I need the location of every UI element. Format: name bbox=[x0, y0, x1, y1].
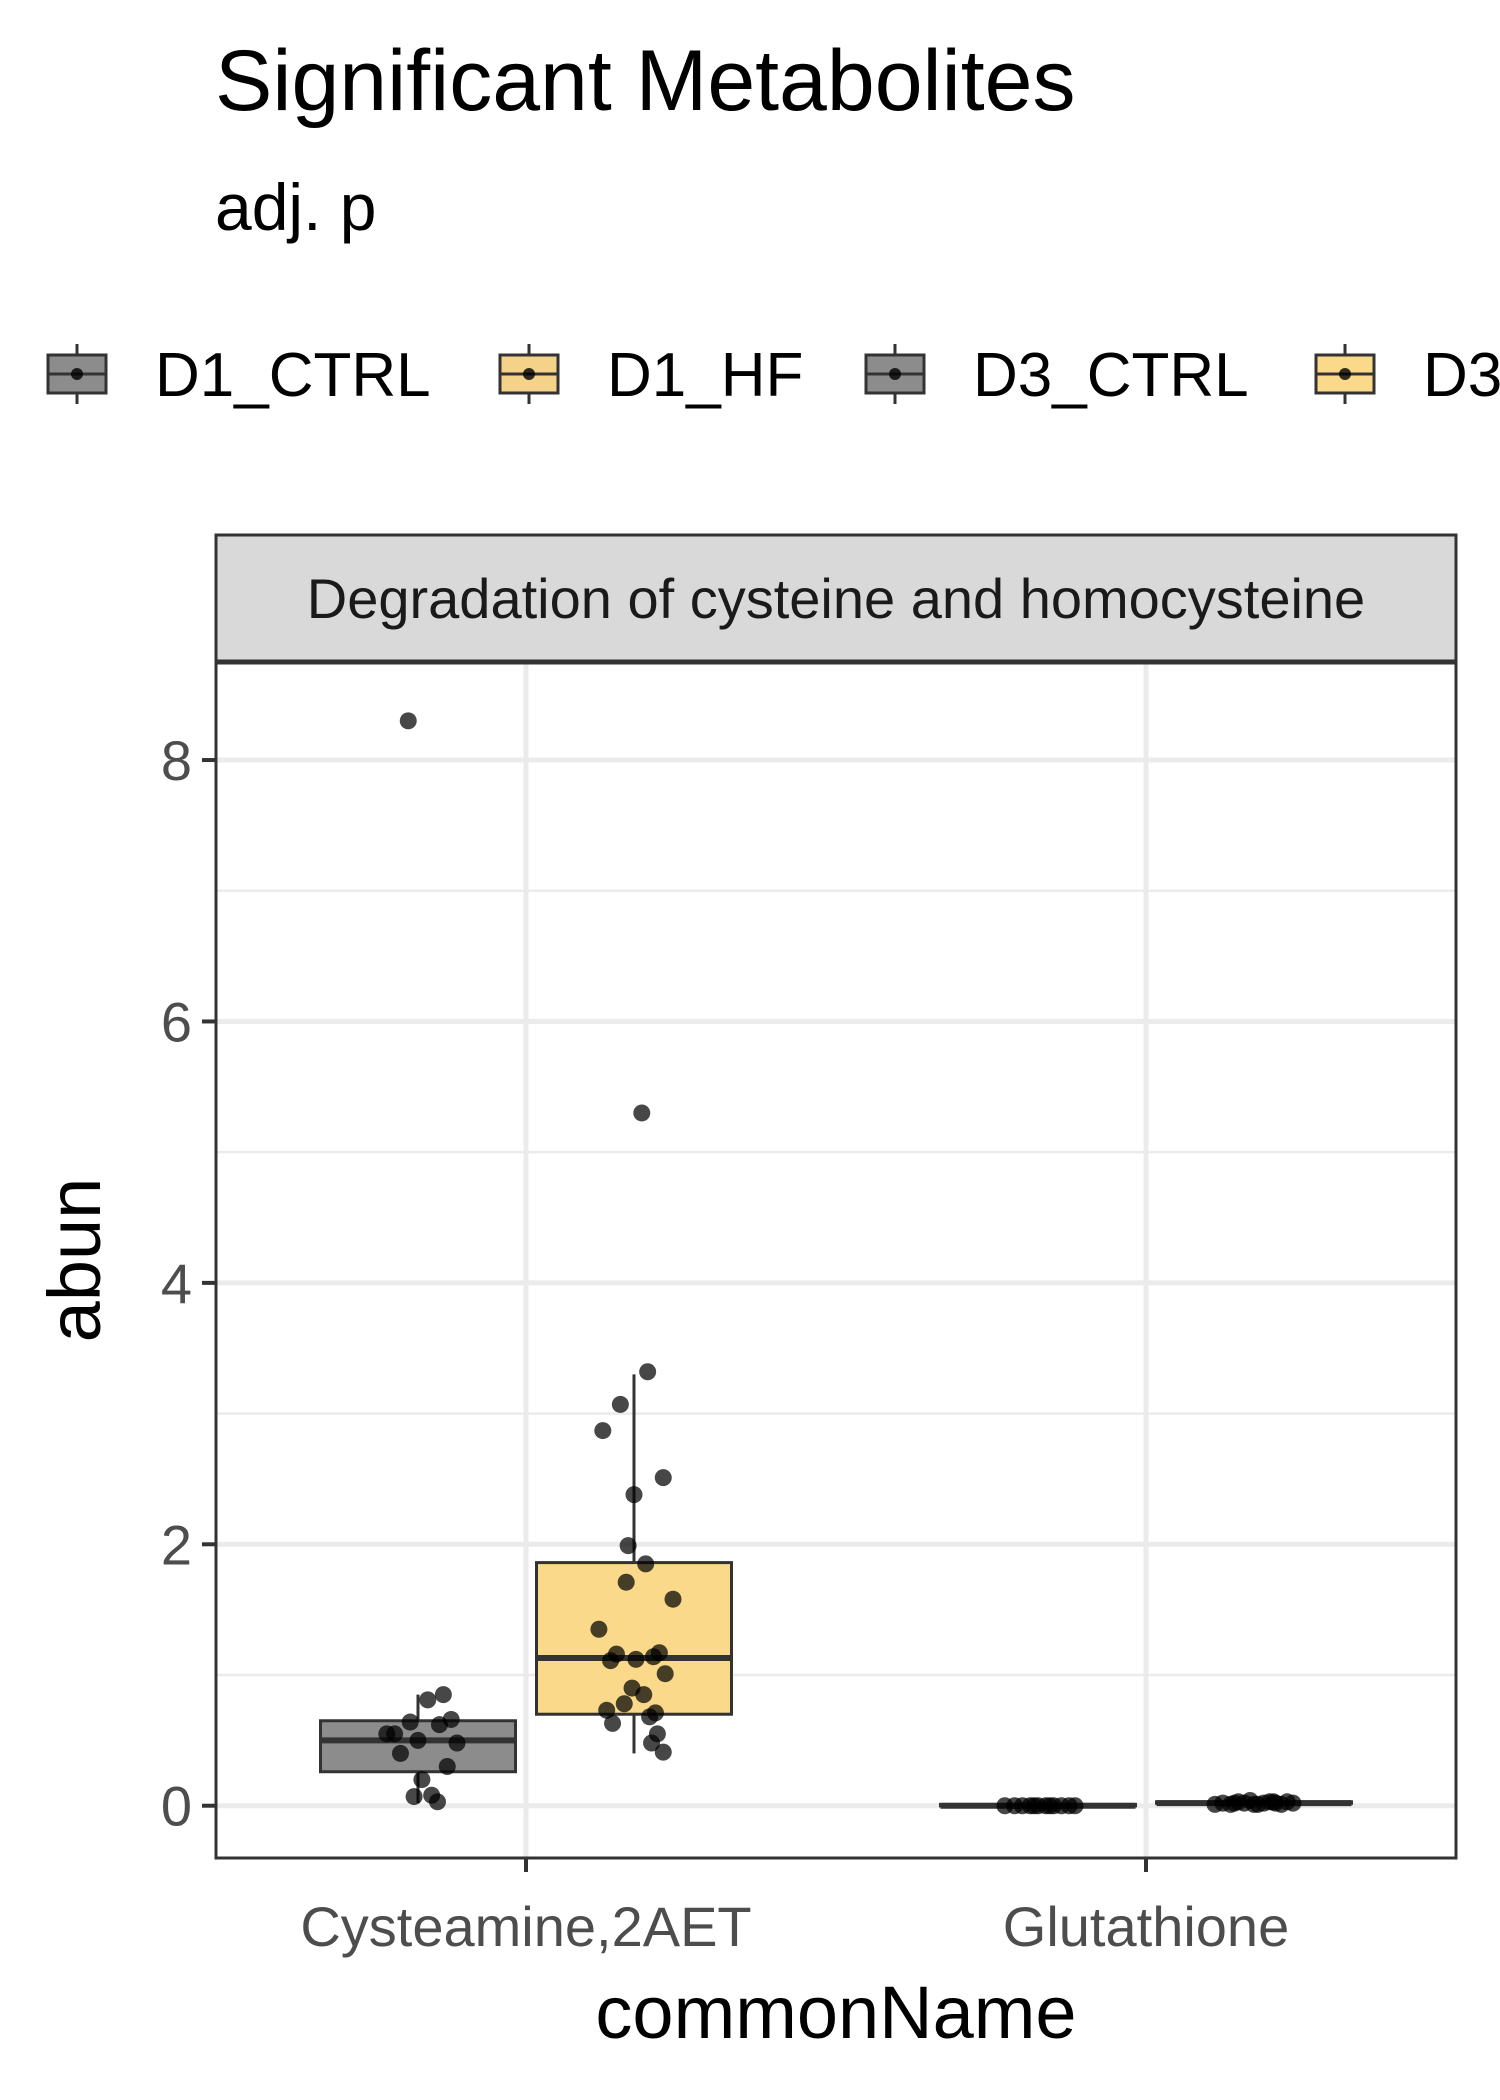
legend-key-point bbox=[1339, 368, 1351, 380]
data-point bbox=[633, 1104, 651, 1122]
legend-label: D1_CTRL bbox=[155, 341, 431, 410]
data-point bbox=[594, 1422, 612, 1440]
box bbox=[319, 1719, 517, 1774]
data-point bbox=[1284, 1794, 1302, 1812]
y-tick-label: 4 bbox=[161, 1252, 192, 1315]
data-point bbox=[430, 1716, 448, 1734]
data-point bbox=[598, 1701, 616, 1719]
legend-item: D3_CTRL bbox=[864, 341, 1249, 410]
x-axis: Cysteamine,2AET Glutathione bbox=[300, 1858, 1289, 1958]
data-point bbox=[413, 1771, 431, 1789]
data-point bbox=[602, 1652, 620, 1670]
legend-item: D1_HF bbox=[498, 341, 803, 410]
legend-key-point bbox=[71, 368, 83, 380]
data-point bbox=[637, 1555, 655, 1573]
legend-label: D3_CTRL bbox=[973, 341, 1249, 410]
data-point bbox=[627, 1650, 645, 1668]
y-axis-title: abun bbox=[33, 1178, 116, 1343]
legend: D1_CTRL D1_HF D3_CTRL D3 bbox=[46, 341, 1500, 410]
data-point bbox=[438, 1758, 456, 1776]
data-point bbox=[448, 1734, 466, 1752]
y-tick-label: 0 bbox=[161, 1775, 192, 1838]
legend-label: D3 bbox=[1423, 341, 1500, 410]
panel-background bbox=[216, 662, 1456, 1858]
data-points bbox=[378, 712, 1302, 1815]
data-point bbox=[434, 1686, 452, 1704]
x-axis-title: commonName bbox=[595, 1971, 1076, 2054]
data-point bbox=[1226, 1794, 1243, 1812]
legend-item: D1_CTRL bbox=[46, 341, 431, 410]
data-point bbox=[1025, 1797, 1043, 1815]
data-point bbox=[1265, 1793, 1282, 1811]
y-tick-label: 2 bbox=[161, 1513, 192, 1576]
x-tick-label: Glutathione bbox=[1003, 1895, 1289, 1958]
data-point bbox=[391, 1744, 409, 1762]
data-point bbox=[429, 1793, 446, 1811]
facet-strip-label: Degradation of cysteine and homocysteine bbox=[307, 567, 1365, 630]
legend-item: D3 bbox=[1314, 341, 1500, 410]
x-tick-label: Cysteamine,2AET bbox=[300, 1895, 751, 1958]
data-point bbox=[639, 1363, 657, 1381]
chart-subtitle: adj. p bbox=[215, 170, 376, 244]
data-point bbox=[645, 1648, 662, 1666]
data-point bbox=[419, 1691, 437, 1709]
data-point bbox=[619, 1537, 637, 1555]
data-point bbox=[654, 1743, 672, 1761]
data-point bbox=[625, 1486, 643, 1504]
data-point bbox=[1041, 1797, 1059, 1815]
data-point bbox=[1245, 1795, 1263, 1813]
data-point bbox=[643, 1734, 661, 1752]
data-point bbox=[617, 1573, 635, 1591]
data-point bbox=[399, 712, 417, 730]
data-point bbox=[654, 1469, 672, 1487]
plot-panel: Degradation of cysteine and homocysteine bbox=[214, 533, 1458, 1860]
data-point bbox=[604, 1714, 622, 1732]
data-point bbox=[401, 1713, 419, 1731]
data-point bbox=[611, 1395, 629, 1413]
data-point bbox=[656, 1665, 674, 1683]
panel-border bbox=[214, 533, 1458, 1860]
data-point bbox=[1066, 1797, 1084, 1815]
data-point bbox=[635, 1686, 653, 1704]
legend-key-point bbox=[889, 368, 901, 380]
y-tick-label: 6 bbox=[161, 990, 192, 1053]
legend-label: D1_HF bbox=[607, 341, 803, 410]
y-tick-label: 8 bbox=[161, 729, 192, 792]
data-point bbox=[641, 1708, 659, 1726]
legend-key-point bbox=[523, 368, 535, 380]
y-axis: 0 2 4 6 8 bbox=[161, 729, 216, 1838]
data-point bbox=[378, 1725, 396, 1743]
data-point bbox=[409, 1731, 427, 1749]
data-point bbox=[615, 1695, 633, 1713]
data-point bbox=[590, 1620, 608, 1638]
data-point bbox=[664, 1590, 682, 1608]
data-point bbox=[405, 1788, 423, 1806]
gridlines bbox=[216, 662, 1456, 1858]
chart-title: Significant Metabolites bbox=[215, 33, 1075, 129]
